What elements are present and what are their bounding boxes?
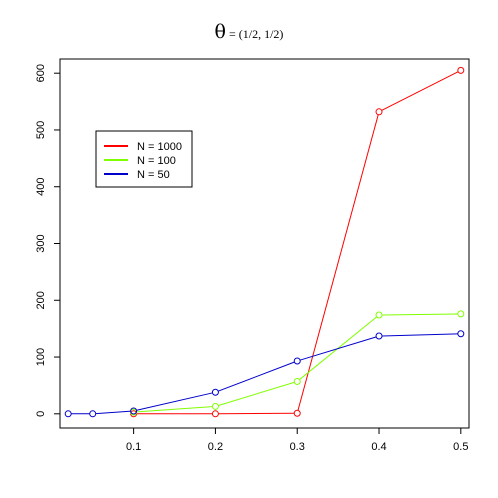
series-segment (218, 412, 295, 415)
series-n-1000 (130, 66, 465, 418)
series-segment (381, 71, 459, 111)
series-segment (300, 336, 377, 361)
data-point (457, 66, 465, 74)
data-point (211, 402, 219, 410)
data-point (293, 409, 301, 417)
series-segment (95, 410, 131, 415)
y-tick-label: 200 (35, 291, 47, 309)
data-point (375, 311, 383, 319)
series-segment (382, 333, 458, 337)
legend: N = 1000 N = 100 N = 50 (95, 130, 193, 188)
data-point (457, 310, 465, 318)
legend-label: N = 50 (137, 169, 170, 181)
y-tick-label: 400 (35, 178, 47, 196)
data-point (375, 332, 383, 340)
y-tick-label: 500 (35, 121, 47, 139)
series-n-50 (64, 330, 465, 418)
y-tick-label: 600 (35, 64, 47, 82)
chart-title: θ = (1/2, 1/2) (215, 21, 284, 43)
y-tick-label: 300 (35, 234, 47, 252)
series-segment (218, 361, 295, 392)
data-point (293, 377, 301, 385)
x-tick-label: 0.5 (453, 441, 468, 453)
title: θ = (1/2, 1/2) (215, 21, 284, 43)
plot-frame (59, 58, 470, 429)
legend-label: N = 100 (137, 155, 176, 167)
series-segment (382, 313, 458, 316)
series-segment (297, 114, 379, 411)
data-point (375, 108, 383, 116)
series-n-100 (130, 310, 465, 416)
y-axis: 0 100 200 300 400 500 600 (35, 64, 60, 417)
series-segment (136, 392, 213, 411)
title-text: = (1/2, 1/2) (226, 27, 283, 41)
data-point (130, 407, 138, 415)
data-point (211, 388, 219, 396)
x-tick-label: 0.3 (290, 441, 305, 453)
y-tick-label: 0 (35, 411, 47, 417)
data-point (89, 410, 97, 418)
x-tick-label: 0.2 (208, 441, 223, 453)
series-segment (136, 406, 213, 413)
title-symbol: θ (215, 21, 226, 43)
x-tick-label: 0.4 (371, 441, 386, 453)
legend-label: N = 1000 (137, 141, 182, 153)
data-point (457, 330, 465, 338)
series-layer (64, 66, 465, 418)
data-point (64, 410, 72, 418)
x-axis: 0.1 0.2 0.3 0.4 0.5 (126, 428, 468, 453)
series-segment (218, 381, 295, 406)
data-point (293, 357, 301, 365)
data-point (211, 410, 219, 418)
y-tick-label: 100 (35, 348, 47, 366)
x-tick-label: 0.1 (126, 441, 141, 453)
